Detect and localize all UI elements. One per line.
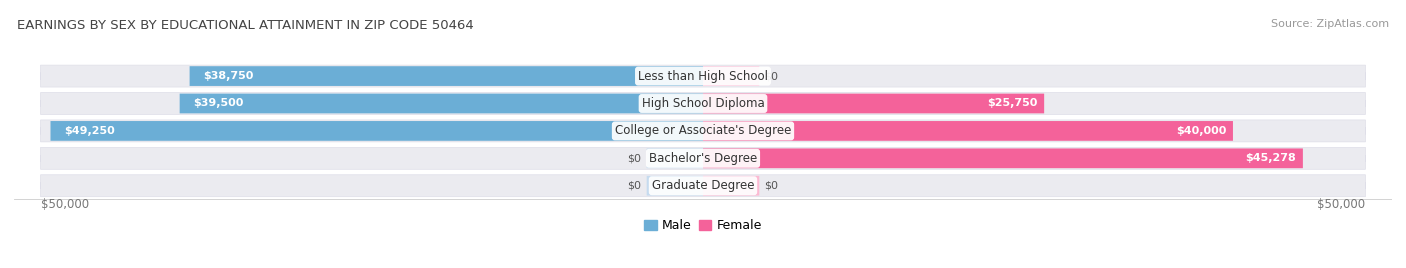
Text: $50,000: $50,000 bbox=[41, 198, 89, 211]
Text: $25,750: $25,750 bbox=[987, 99, 1038, 109]
FancyBboxPatch shape bbox=[703, 66, 759, 86]
Text: $49,250: $49,250 bbox=[63, 126, 114, 136]
FancyBboxPatch shape bbox=[647, 148, 703, 168]
FancyBboxPatch shape bbox=[180, 94, 703, 113]
FancyBboxPatch shape bbox=[703, 121, 1233, 141]
Text: $45,278: $45,278 bbox=[1246, 153, 1296, 163]
Text: Less than High School: Less than High School bbox=[638, 70, 768, 83]
Text: $0: $0 bbox=[765, 181, 779, 191]
FancyBboxPatch shape bbox=[41, 92, 1365, 114]
Text: $0: $0 bbox=[627, 153, 641, 163]
Text: EARNINGS BY SEX BY EDUCATIONAL ATTAINMENT IN ZIP CODE 50464: EARNINGS BY SEX BY EDUCATIONAL ATTAINMEN… bbox=[17, 19, 474, 32]
Text: Source: ZipAtlas.com: Source: ZipAtlas.com bbox=[1271, 19, 1389, 29]
FancyBboxPatch shape bbox=[41, 120, 1365, 142]
Text: $0: $0 bbox=[627, 181, 641, 191]
FancyBboxPatch shape bbox=[703, 176, 759, 196]
Text: $0: $0 bbox=[765, 71, 779, 81]
FancyBboxPatch shape bbox=[703, 94, 1045, 113]
Text: High School Diploma: High School Diploma bbox=[641, 97, 765, 110]
Text: Graduate Degree: Graduate Degree bbox=[652, 179, 754, 192]
FancyBboxPatch shape bbox=[41, 175, 1365, 197]
Text: $38,750: $38,750 bbox=[202, 71, 253, 81]
FancyBboxPatch shape bbox=[703, 148, 1303, 168]
Text: College or Associate's Degree: College or Associate's Degree bbox=[614, 124, 792, 137]
Text: Bachelor's Degree: Bachelor's Degree bbox=[650, 152, 756, 165]
FancyBboxPatch shape bbox=[51, 121, 703, 141]
FancyBboxPatch shape bbox=[647, 176, 703, 196]
FancyBboxPatch shape bbox=[190, 66, 703, 86]
Text: $40,000: $40,000 bbox=[1175, 126, 1226, 136]
FancyBboxPatch shape bbox=[41, 65, 1365, 87]
Text: $39,500: $39,500 bbox=[193, 99, 243, 109]
Legend: Male, Female: Male, Female bbox=[640, 214, 766, 237]
Text: $50,000: $50,000 bbox=[1317, 198, 1365, 211]
FancyBboxPatch shape bbox=[41, 147, 1365, 169]
